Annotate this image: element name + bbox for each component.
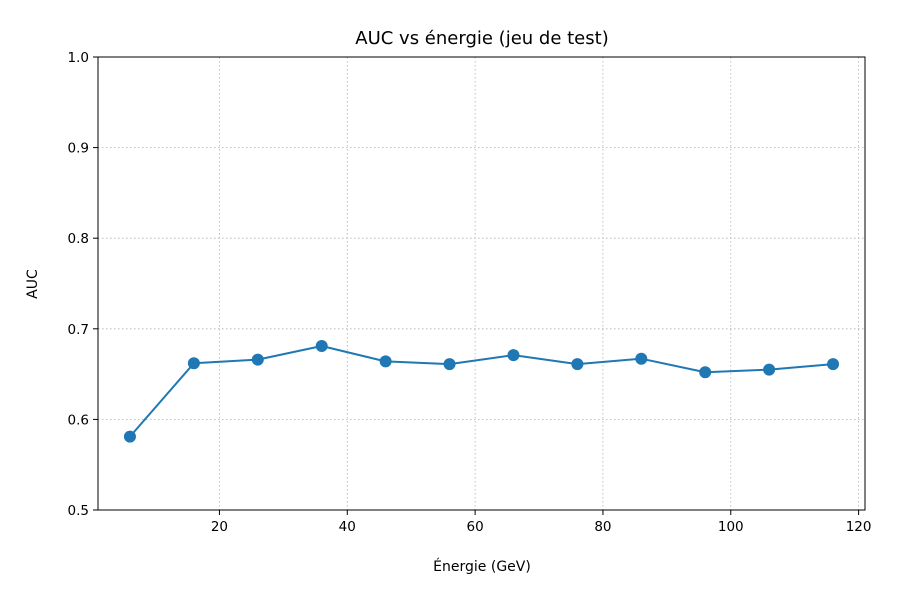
x-tick-label: 80 (594, 519, 611, 535)
grid-lines (98, 56, 865, 511)
data-point (571, 358, 584, 371)
data-point (443, 358, 456, 371)
data-point (123, 430, 136, 443)
y-tick-label: 0.6 (68, 412, 89, 428)
y-tick-label: 1.0 (68, 50, 89, 66)
y-tick-label: 0.9 (68, 141, 89, 157)
data-point (763, 363, 776, 376)
x-tick-label: 40 (339, 519, 356, 535)
y-tick-label: 0.5 (68, 503, 89, 519)
data-point (251, 353, 264, 366)
y-tick-label: 0.8 (68, 231, 89, 247)
axis-ticks: 20 40 60 80 100 120 0.5 0.6 0.7 0.8 0.9 1.0 (68, 50, 872, 535)
y-tick-label: 0.7 (68, 322, 89, 338)
y-axis-label: AUC (25, 269, 41, 299)
series-line (129, 345, 834, 438)
x-tick-label: 100 (718, 519, 744, 535)
x-tick-label: 20 (211, 519, 228, 535)
data-point (635, 352, 648, 365)
chart-title: AUC vs énergie (jeu de test) (355, 28, 608, 49)
data-point (379, 355, 392, 368)
data-point (507, 349, 520, 362)
x-axis-label: Énergie (GeV) (433, 558, 531, 575)
x-tick-label: 60 (467, 519, 484, 535)
data-point (187, 357, 200, 370)
data-point (699, 366, 712, 379)
plot-area-frame (97, 56, 866, 511)
data-point (315, 340, 328, 353)
data-point (827, 358, 840, 371)
series-layer (123, 340, 840, 443)
x-tick-label: 120 (846, 519, 872, 535)
